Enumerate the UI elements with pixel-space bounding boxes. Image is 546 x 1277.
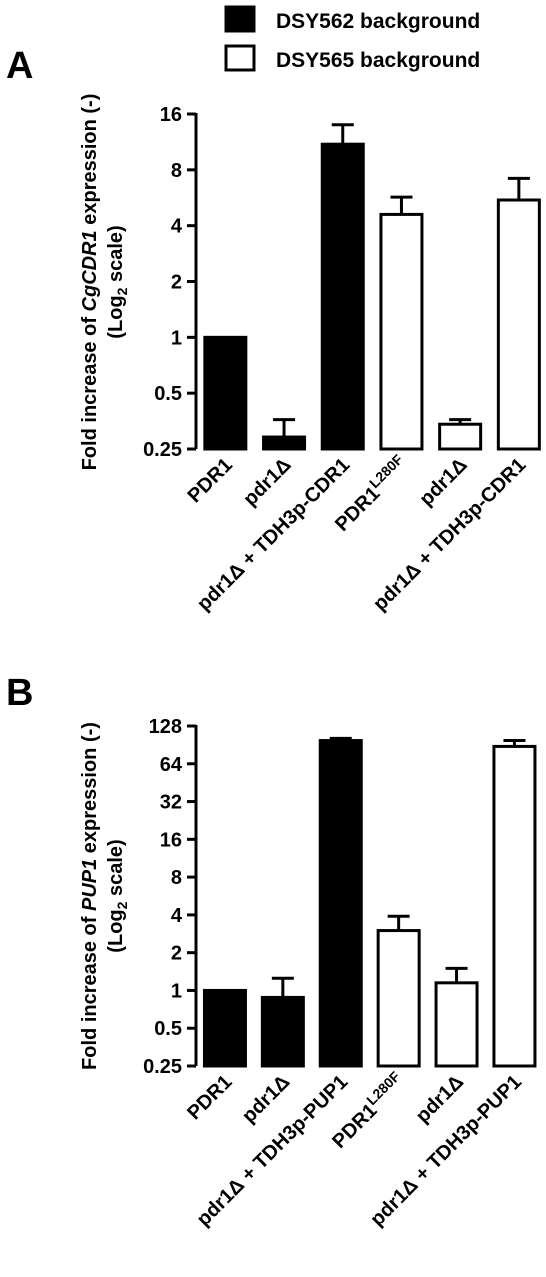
panel-b-y-tick-label: 128 xyxy=(149,716,182,738)
panel-label-a: A xyxy=(6,45,33,87)
panel-b-y-tick-label: 0.25 xyxy=(143,1056,182,1078)
panel-b-x-tick-label: pdr1Δ xyxy=(412,1071,468,1127)
panel-b-bar xyxy=(376,929,421,1068)
panel-label-b: B xyxy=(6,672,33,714)
panel-a-bar xyxy=(262,435,307,451)
panel-b-bar xyxy=(492,744,537,1068)
panel-b-bar xyxy=(434,981,479,1068)
panel-a-bar xyxy=(496,198,541,451)
panel-b-x-tick-label: pdr1Δ xyxy=(238,1071,294,1127)
legend: DSY562 background DSY565 background xyxy=(224,5,480,72)
panel-a-bar xyxy=(438,422,483,451)
panel-a-y-tick-label: 1 xyxy=(171,327,182,349)
panel-a-bar xyxy=(203,335,248,451)
panel-a-bar xyxy=(379,212,424,451)
panel-a-x-tick-label: pdr1Δ xyxy=(415,454,471,510)
panel-a-y-tick-label: 4 xyxy=(171,216,183,238)
panel-b-y-tick-label: 0.5 xyxy=(154,1018,182,1040)
panel-a-y-tick-label: 8 xyxy=(171,160,182,182)
panel-b-bar xyxy=(202,988,247,1068)
panel-a-x-tick-label: pdr1Δ xyxy=(239,454,295,510)
legend-swatch-dsy565 xyxy=(224,44,256,72)
panel-b-bar xyxy=(260,995,305,1068)
panel-b-y-tick-label: 16 xyxy=(160,829,182,851)
legend-swatch-dsy562 xyxy=(224,5,256,33)
panel-b-y-axis-title: Fold increase of PUP1 expression (-) xyxy=(79,722,101,1070)
panel-b-y-tick-label: 1 xyxy=(171,980,182,1002)
panel-a-x-tick-label: PDR1 xyxy=(184,454,237,507)
panel-b-y-tick-label: 4 xyxy=(171,905,183,927)
panel-b-y-tick-label: 2 xyxy=(171,943,182,965)
panel-b-y-tick-label: 64 xyxy=(160,754,183,776)
panel-b-x-tick-label: PDR1 xyxy=(183,1071,236,1124)
panel-a-y-axis-subtitle: (Log2 scale) xyxy=(105,225,130,338)
panel-b-bar xyxy=(318,739,363,1068)
panel-a-y-tick-label: 16 xyxy=(160,104,182,126)
panel-a-bar xyxy=(320,142,365,451)
panel-b-y-tick-label: 8 xyxy=(171,867,182,889)
panel-b-y-axis-subtitle: (Log2 scale) xyxy=(105,839,130,952)
panel-a-y-tick-label: 0.5 xyxy=(154,383,182,405)
legend-label-dsy565: DSY565 background xyxy=(276,49,480,72)
panel-a-y-tick-label: 2 xyxy=(171,272,182,294)
panel-a-y-axis-title: Fold increase of CgCDR1 expression (-) xyxy=(79,94,101,471)
panel-b-y-tick-label: 32 xyxy=(160,792,182,814)
panel-a-y-tick-label: 0.25 xyxy=(143,439,182,461)
legend-label-dsy562: DSY562 background xyxy=(276,10,480,33)
